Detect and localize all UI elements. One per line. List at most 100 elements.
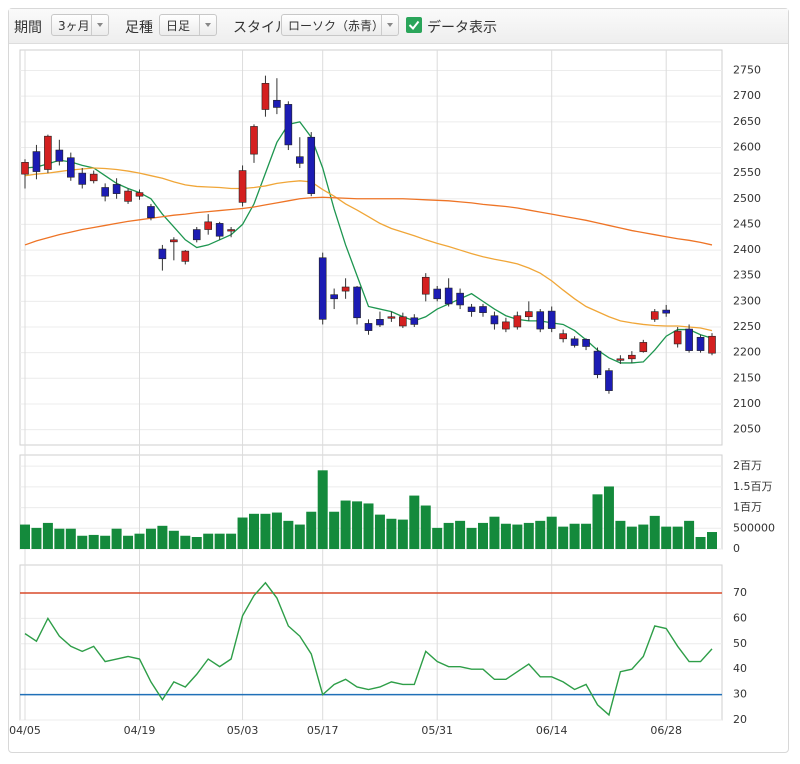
volume-bar xyxy=(638,524,649,549)
y-tick-label: 0 xyxy=(733,542,740,555)
candle-body xyxy=(204,221,212,230)
candle-body xyxy=(662,309,671,314)
candle-body xyxy=(364,323,373,331)
toolbar: 期間 3ヶ月 足種 日足 スタイル ローソク（赤青） データ表示 xyxy=(9,9,788,44)
candle-body xyxy=(696,336,705,351)
volume-bar xyxy=(581,523,592,549)
volume-bar xyxy=(294,524,305,549)
volume-bar xyxy=(535,520,546,549)
volume-bar xyxy=(237,517,248,549)
volume-bar xyxy=(180,535,191,549)
volume-bar xyxy=(478,522,488,549)
kind-label: 足種 xyxy=(125,20,153,36)
volume-bar xyxy=(111,528,122,549)
candle-body xyxy=(650,311,659,320)
candle-body xyxy=(399,316,407,327)
volume-bar xyxy=(386,518,397,549)
volume-bar xyxy=(191,536,202,549)
candle-body xyxy=(605,370,613,391)
show-data-label[interactable]: データ表示 xyxy=(427,20,497,36)
volume-bar xyxy=(31,527,42,549)
x-tick-label: 06/14 xyxy=(536,724,568,737)
volume-bar xyxy=(20,524,30,549)
candle-body xyxy=(467,306,476,312)
candle-body xyxy=(421,276,430,295)
candle-body xyxy=(89,173,98,182)
candle-body xyxy=(685,328,693,351)
check-mark xyxy=(408,20,420,31)
volume-bar xyxy=(661,526,672,549)
volume-bar xyxy=(77,535,88,549)
volume-bar xyxy=(489,516,500,549)
y-tick-label: 2650 xyxy=(733,115,761,128)
candle-body xyxy=(639,342,648,352)
candle-body xyxy=(456,292,464,306)
x-tick-label: 05/17 xyxy=(307,724,339,737)
y-tick-label: 2300 xyxy=(733,294,761,307)
candle-body xyxy=(273,99,281,108)
period-dropdown[interactable]: 3ヶ月 xyxy=(51,14,109,36)
volume-bar xyxy=(569,523,580,549)
y-tick-label: 70 xyxy=(733,586,747,599)
candle-body xyxy=(261,83,270,110)
dropdown-arrow xyxy=(381,15,393,35)
plot-frame xyxy=(19,49,723,446)
y-tick-label: 2050 xyxy=(733,423,761,436)
y-tick-label: 2500 xyxy=(733,192,761,205)
candle-body xyxy=(135,192,144,197)
style-dropdown[interactable]: ローソク（赤青） xyxy=(281,14,399,36)
candle-body xyxy=(124,190,132,202)
kind-dropdown[interactable]: 日足 xyxy=(159,14,217,36)
y-tick-label: 2750 xyxy=(733,64,761,77)
y-tick-label: 2百万 xyxy=(733,459,762,472)
y-tick-label: 2100 xyxy=(733,397,761,410)
y-tick-label: 20 xyxy=(733,713,747,726)
volume-bar xyxy=(363,503,374,549)
volume-bar xyxy=(546,516,557,549)
candle-body xyxy=(330,294,338,300)
candle-body xyxy=(570,338,579,346)
candle-body xyxy=(353,286,361,319)
kind-value: 日足 xyxy=(166,19,191,33)
candle-body xyxy=(559,333,567,340)
candle-body xyxy=(628,354,636,360)
volume-bar xyxy=(420,505,431,549)
candle-body xyxy=(616,358,625,361)
candle-body xyxy=(524,311,533,318)
y-tick-label: 2150 xyxy=(733,371,761,384)
candle-body xyxy=(67,157,75,178)
y-tick-label: 60 xyxy=(733,611,747,624)
style-value: ローソク（赤青） xyxy=(288,19,385,33)
volume-bar xyxy=(649,515,660,549)
candle-body xyxy=(433,288,442,300)
volume-bar xyxy=(226,533,237,549)
candle-body xyxy=(227,229,235,232)
period-value: 3ヶ月 xyxy=(58,19,90,33)
y-tick-label: 1百万 xyxy=(733,501,762,514)
candle-body xyxy=(215,223,224,237)
show-data-checkbox[interactable] xyxy=(406,17,422,33)
x-tick-label: 06/28 xyxy=(650,724,682,737)
y-tick-label: 50 xyxy=(733,637,747,650)
candle-body xyxy=(502,321,510,330)
candle-body xyxy=(101,187,109,197)
volume-bar xyxy=(409,495,420,549)
candle-body xyxy=(479,306,487,313)
candle-body xyxy=(708,335,716,354)
volume-bar xyxy=(168,530,179,549)
volume-bar xyxy=(306,511,317,549)
volume-bar xyxy=(592,494,603,549)
volume-bar xyxy=(203,533,214,549)
volume-bar xyxy=(157,525,168,549)
candle-body xyxy=(318,257,327,320)
volume-bar xyxy=(100,535,111,549)
candle-body xyxy=(536,311,545,330)
y-tick-label: 2600 xyxy=(733,140,761,153)
volume-bar xyxy=(134,533,145,549)
volume-bar xyxy=(352,501,363,549)
y-tick-label: 500000 xyxy=(733,521,775,534)
candle-body xyxy=(673,330,682,345)
candle-body xyxy=(32,151,41,172)
candle-body xyxy=(547,310,556,329)
